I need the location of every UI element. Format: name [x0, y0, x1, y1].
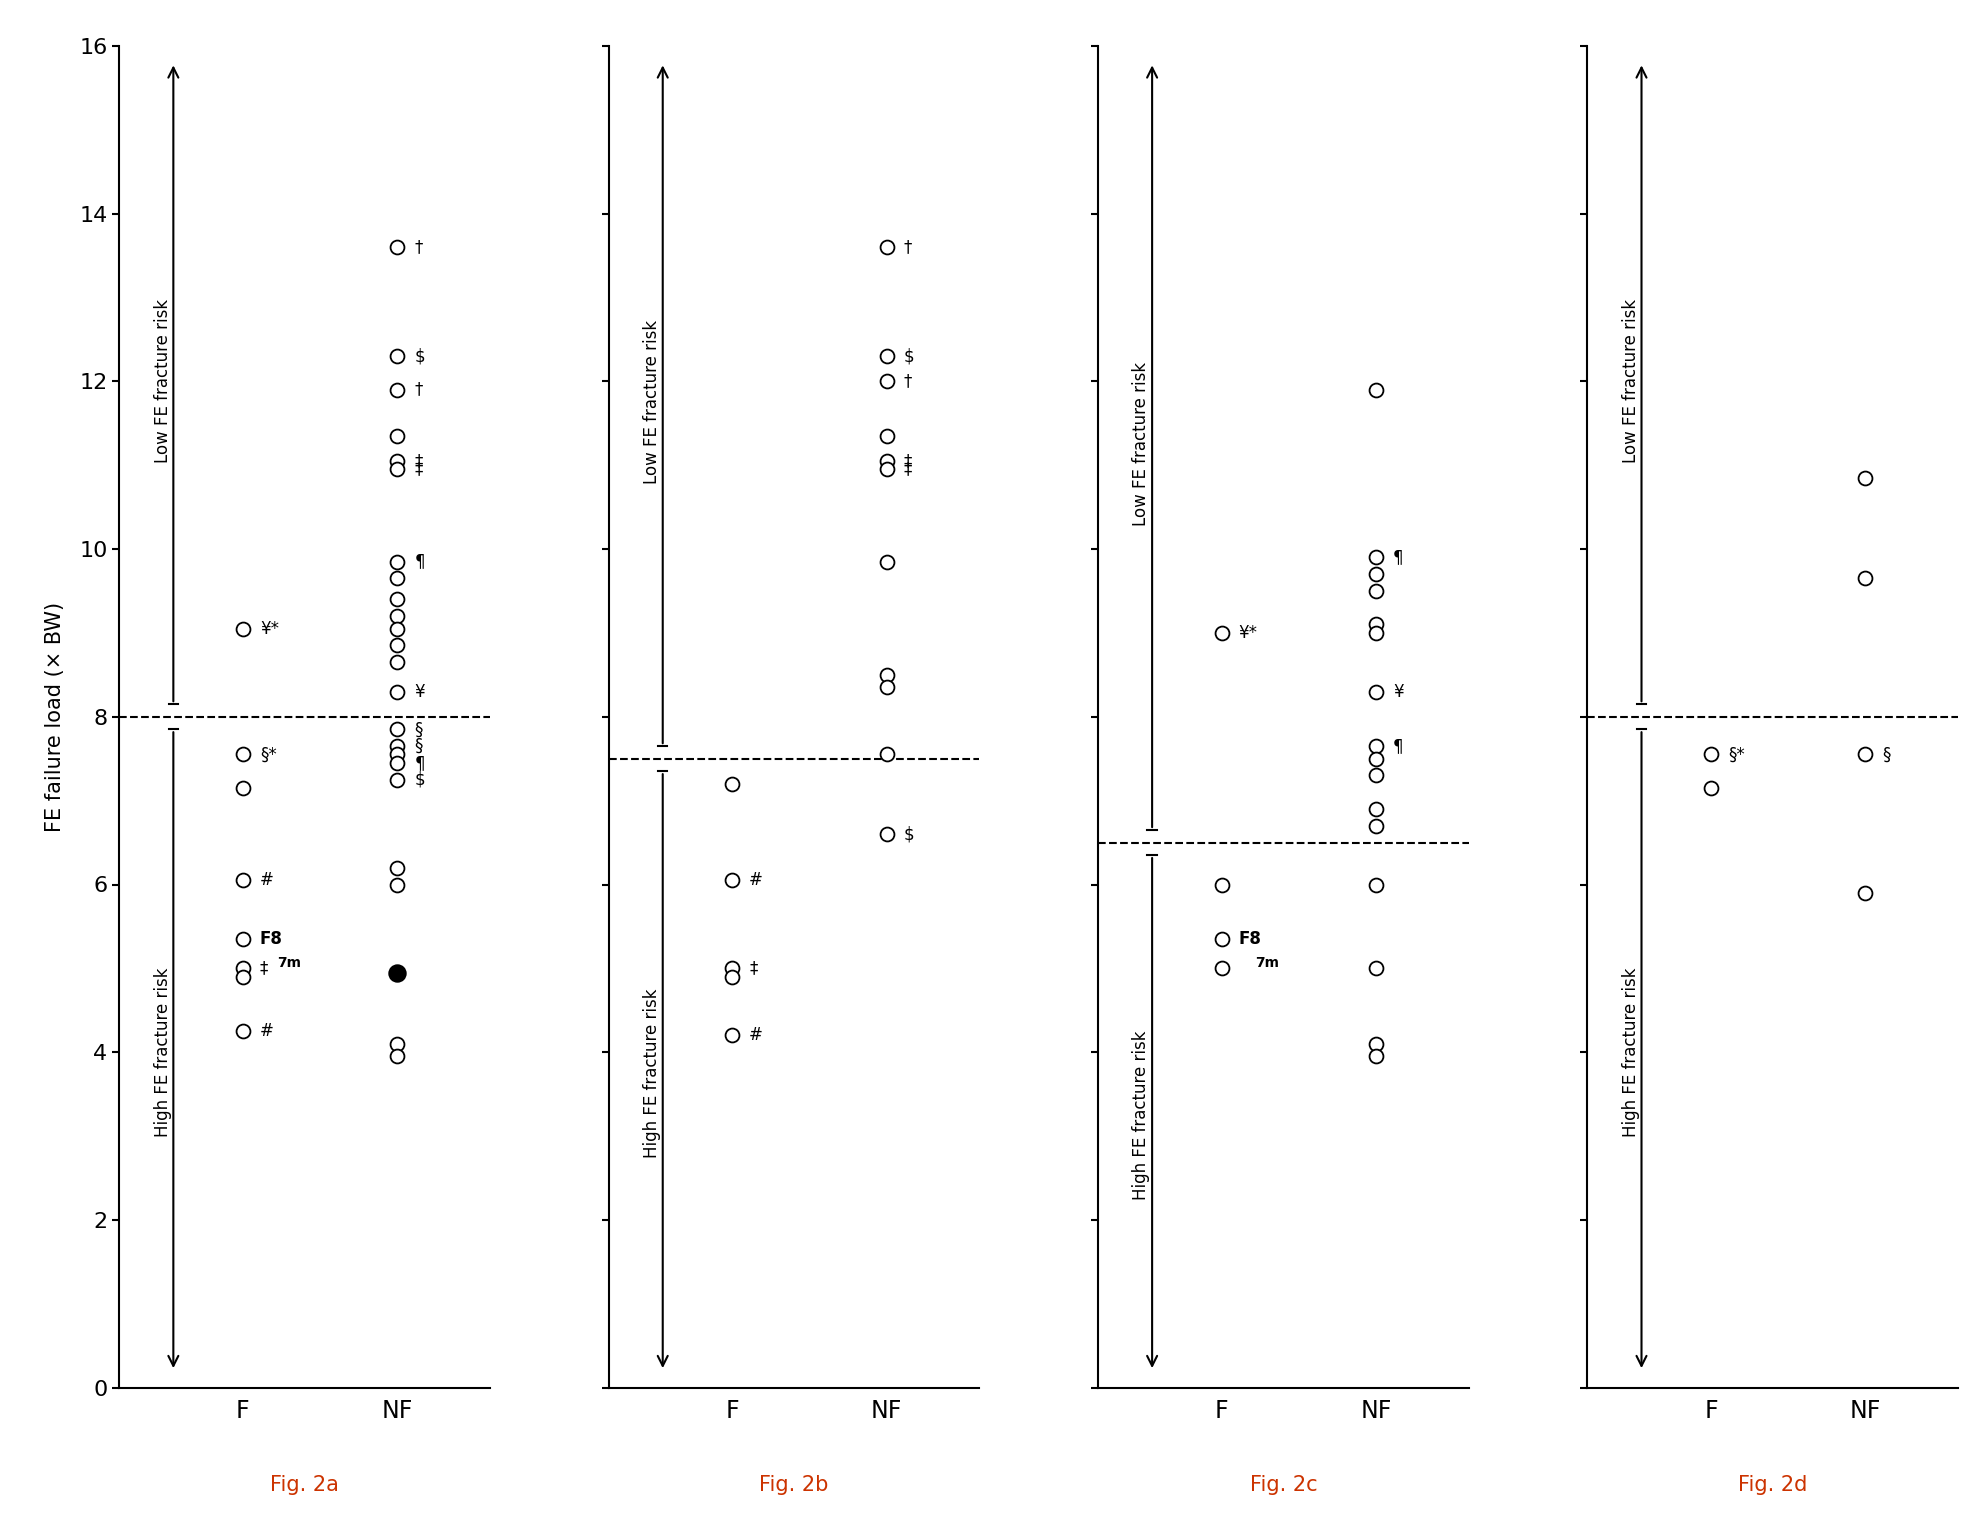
- Text: ¶: ¶: [1394, 737, 1404, 755]
- Text: ¥: ¥: [1394, 683, 1404, 700]
- Text: Low FE fracture risk: Low FE fracture risk: [153, 299, 171, 464]
- Text: High FE fracture risk: High FE fracture risk: [1622, 967, 1640, 1138]
- Text: ‡: ‡: [905, 461, 912, 479]
- Text: Fig. 2b: Fig. 2b: [759, 1475, 829, 1494]
- Text: ‡: ‡: [414, 451, 423, 470]
- Text: §: §: [414, 737, 423, 755]
- Text: †: †: [414, 381, 423, 398]
- Text: ¥: ¥: [414, 683, 425, 700]
- Text: 7m: 7m: [1256, 956, 1280, 970]
- Text: #: #: [749, 871, 763, 889]
- Text: High FE fracture risk: High FE fracture risk: [642, 988, 660, 1157]
- Text: $: $: [414, 348, 425, 364]
- Text: High FE fracture risk: High FE fracture risk: [153, 967, 171, 1138]
- Text: ‡: ‡: [260, 959, 268, 978]
- Text: Low FE fracture risk: Low FE fracture risk: [642, 320, 660, 485]
- Text: ¥*: ¥*: [1239, 624, 1258, 642]
- Text: Fig. 2c: Fig. 2c: [1250, 1475, 1318, 1494]
- Text: $: $: [905, 348, 914, 364]
- Text: ‡: ‡: [749, 959, 757, 978]
- Text: #: #: [749, 1026, 763, 1045]
- Text: †: †: [414, 238, 423, 256]
- Text: $: $: [414, 770, 425, 788]
- Text: F8: F8: [260, 930, 282, 949]
- Text: §*: §*: [260, 746, 276, 764]
- Text: Fig. 2a: Fig. 2a: [270, 1475, 340, 1494]
- Text: Fig. 2d: Fig. 2d: [1738, 1475, 1807, 1494]
- Text: ¶: ¶: [1394, 549, 1404, 566]
- Text: Low FE fracture risk: Low FE fracture risk: [1133, 361, 1151, 526]
- Text: ¶: ¶: [414, 552, 425, 570]
- Text: High FE fracture risk: High FE fracture risk: [1133, 1031, 1151, 1200]
- Text: ¶: ¶: [414, 753, 425, 772]
- Text: $: $: [905, 825, 914, 843]
- Text: 7m: 7m: [276, 956, 300, 970]
- Text: ‡: ‡: [905, 451, 912, 470]
- Text: #: #: [260, 871, 274, 889]
- Text: §: §: [1883, 746, 1891, 764]
- Text: ¥*: ¥*: [260, 619, 278, 637]
- Text: F8: F8: [1239, 930, 1262, 949]
- Text: †: †: [905, 238, 912, 256]
- Text: †: †: [905, 372, 912, 390]
- Text: Low FE fracture risk: Low FE fracture risk: [1622, 299, 1640, 464]
- Text: #: #: [260, 1022, 274, 1040]
- Y-axis label: FE failure load (× BW): FE failure load (× BW): [46, 602, 66, 831]
- Text: §: §: [414, 720, 423, 738]
- Text: ‡: ‡: [414, 461, 423, 479]
- Text: §*: §*: [1728, 746, 1745, 764]
